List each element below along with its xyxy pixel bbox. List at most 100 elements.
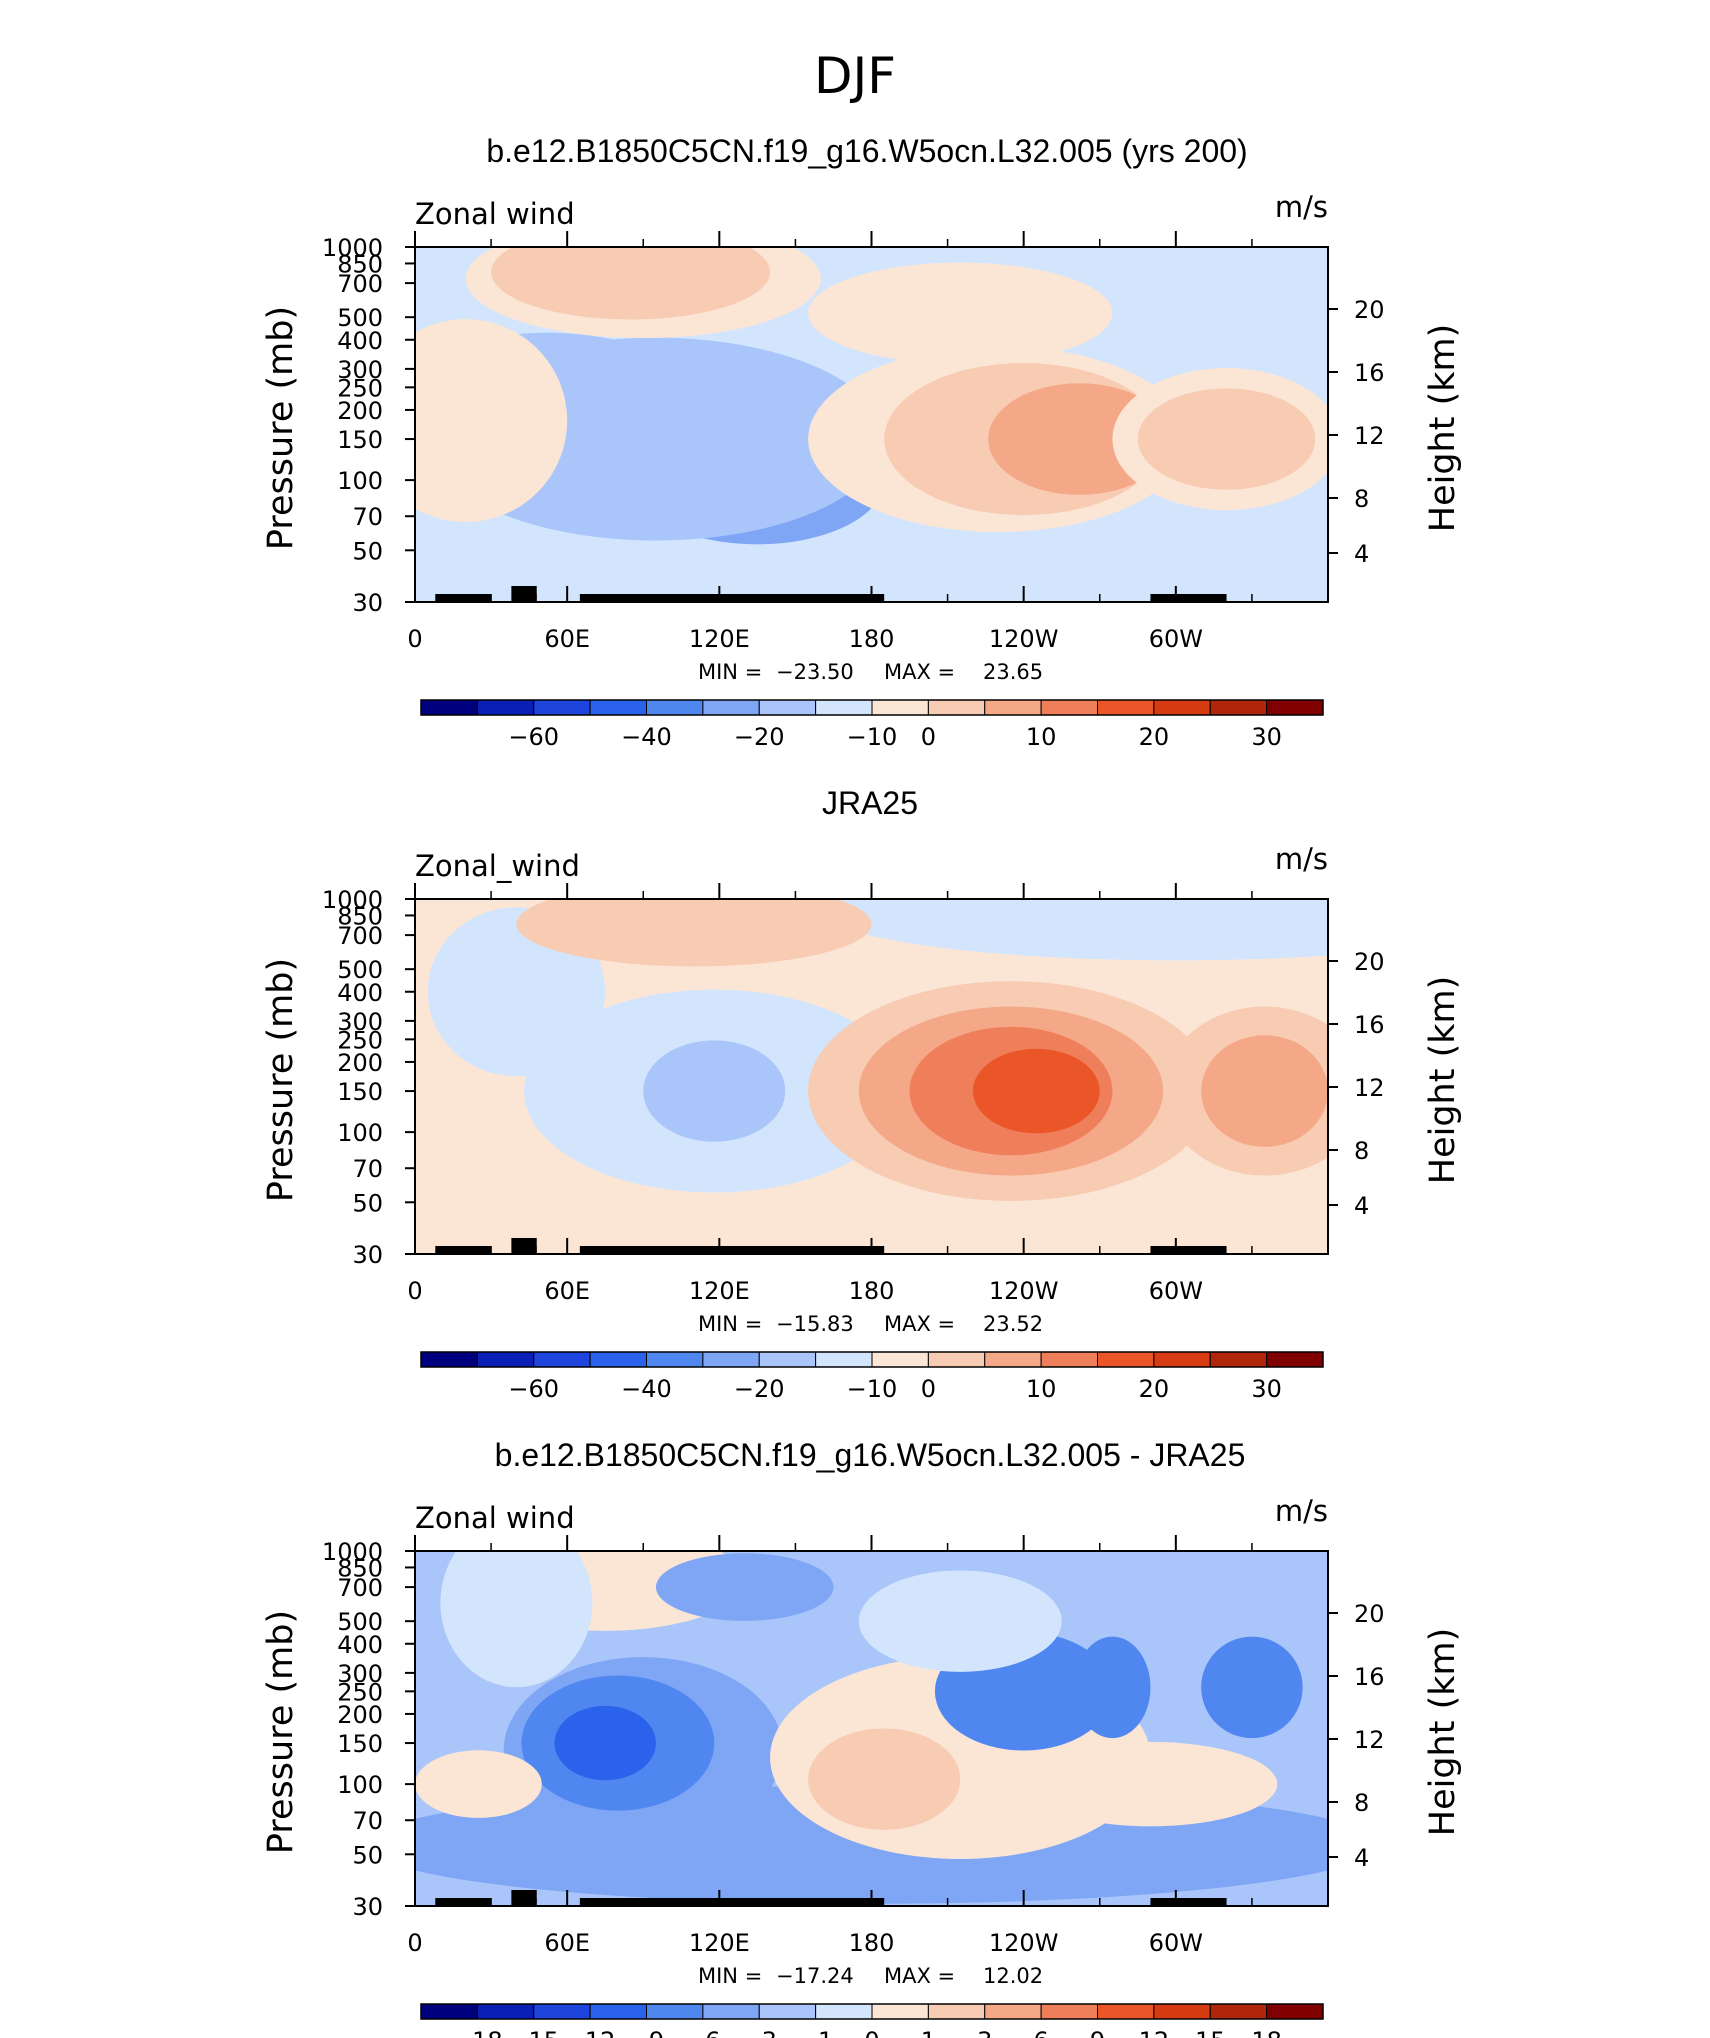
y-tick-label: 1000 (322, 886, 383, 914)
y-tick-label: 200 (337, 1701, 383, 1729)
y-tick-label: 250 (337, 374, 383, 402)
y-tick-label: 50 (352, 1841, 383, 1869)
x-tick-label: 60W (1149, 625, 1203, 653)
topography-mask (435, 1898, 492, 1906)
colorbar-swatch (589, 2003, 647, 2020)
y-tick-label: 150 (337, 426, 383, 454)
colorbar-label: 1 (921, 2027, 936, 2038)
colorbar-label: 10 (1026, 1375, 1057, 1403)
x-tick-label: 120W (989, 1929, 1059, 1957)
colorbar-swatch (1040, 699, 1098, 716)
y-axis-right-title: Height (km) (1423, 976, 1463, 1185)
max-label: MAX = (884, 1964, 955, 1988)
panel-title: b.e12.B1850C5CN.f19_g16.W5ocn.L32.005 (y… (486, 133, 1247, 169)
y-tick-label: 200 (337, 1049, 383, 1077)
y-tick-label: 1000 (322, 1538, 383, 1566)
max-value: 23.52 (983, 1312, 1043, 1336)
y-tick-label: 70 (352, 1155, 383, 1183)
panel-model: b.e12.B1850C5CN.f19_g16.W5ocn.L32.005 (y… (261, 133, 1463, 751)
y-axis-title: Pressure (mb) (261, 958, 301, 1202)
colorbar-label: −40 (621, 1375, 672, 1403)
y-tick-label: 100 (337, 1119, 383, 1147)
colorbar-swatch (1209, 1351, 1268, 1368)
height-tick-label: 8 (1354, 485, 1369, 513)
colorbar-swatch (589, 1351, 647, 1368)
y-tick-label: 700 (337, 1574, 383, 1602)
height-tick-label: 20 (1354, 948, 1385, 976)
colorbar-label: −1 (798, 2027, 833, 2038)
contour-region (1201, 1035, 1328, 1147)
contour-fill-group (415, 1551, 1328, 1904)
y-tick-label: 30 (352, 589, 383, 617)
colorbar-swatch (1209, 699, 1268, 716)
x-tick-label: 60E (544, 1929, 590, 1957)
y-tick-label: 1000 (322, 234, 383, 262)
colorbar-swatch (1266, 2003, 1324, 2020)
colorbar-label: −10 (847, 1375, 898, 1403)
y-tick-label: 100 (337, 467, 383, 495)
variable-label: Zonal_wind (415, 849, 580, 883)
contour-region (491, 247, 771, 320)
y-tick-label: 250 (337, 1678, 383, 1706)
colorbar-swatch (927, 1351, 986, 1368)
colorbar-swatch (1266, 1351, 1324, 1368)
contour-region (1023, 1741, 1278, 1827)
colorbar-label: −60 (508, 1375, 559, 1403)
min-value: −17.24 (776, 1964, 854, 1988)
colorbar-swatch (1040, 2003, 1098, 2020)
height-tick-label: 4 (1354, 1192, 1369, 1220)
colorbar-swatch (815, 699, 873, 716)
colorbar-label: 6 (1033, 2027, 1048, 2038)
colorbar-label: 9 (1090, 2027, 1105, 2038)
colorbar-swatch (984, 699, 1042, 716)
colorbar-label: 0 (921, 723, 936, 751)
height-tick-label: 16 (1354, 1011, 1385, 1039)
units-label: m/s (1275, 1494, 1328, 1528)
height-tick-label: 8 (1354, 1789, 1369, 1817)
contour-region (655, 1553, 834, 1621)
topography-mask (1150, 594, 1227, 602)
x-tick-label: 180 (849, 625, 895, 653)
contour-region (1137, 388, 1316, 490)
colorbar-swatch (420, 699, 478, 716)
panel-title: b.e12.B1850C5CN.f19_g16.W5ocn.L32.005 - … (495, 1437, 1246, 1473)
y-tick-label: 700 (337, 270, 383, 298)
colorbar-label: 0 (864, 2027, 879, 2038)
topography-mask (1150, 1246, 1227, 1254)
panel-observation: JRA25 0 60E 120E 180 120W 60W3050701001502002… (261, 785, 1463, 1403)
colorbar-label: −60 (508, 723, 559, 751)
y-tick-label: 850 (337, 902, 383, 930)
min-value: −15.83 (776, 1312, 854, 1336)
colorbar-label: −6 (685, 2027, 720, 2038)
min-label: MIN = (698, 1312, 762, 1336)
colorbar-label: −20 (734, 723, 785, 751)
colorbar-label: 3 (977, 2027, 992, 2038)
y-tick-label: 400 (337, 1631, 383, 1659)
topography-mask (579, 1898, 885, 1906)
colorbar-swatch (420, 2003, 478, 2020)
colorbar-swatch (1153, 2003, 1211, 2020)
colorbar-label: −15 (508, 2027, 559, 2038)
x-tick-label: 60W (1149, 1277, 1203, 1305)
colorbar-frame (420, 1351, 1324, 1368)
contour-region (415, 319, 568, 523)
colorbar-swatch (1097, 699, 1155, 716)
y-tick-label: 70 (352, 1807, 383, 1835)
colorbar-swatch (533, 699, 591, 716)
y-tick-label: 300 (337, 1660, 383, 1688)
contour-region (1201, 1636, 1303, 1739)
colorbar-label: −9 (629, 2027, 664, 2038)
height-tick-label: 4 (1354, 1844, 1369, 1872)
colorbar-swatch (476, 699, 535, 716)
x-tick-label: 60E (544, 1277, 590, 1305)
x-tick-label: 180 (849, 1277, 895, 1305)
panel-title: JRA25 (822, 785, 918, 821)
y-tick-label: 300 (337, 356, 383, 384)
y-tick-label: 70 (352, 503, 383, 531)
colorbar-swatch (1153, 699, 1211, 716)
contour-region (643, 1040, 786, 1142)
contour-region (820, 899, 1328, 961)
max-value: 12.02 (983, 1964, 1043, 1988)
colorbar-swatch (646, 1351, 704, 1368)
topography-mask (435, 1246, 492, 1254)
